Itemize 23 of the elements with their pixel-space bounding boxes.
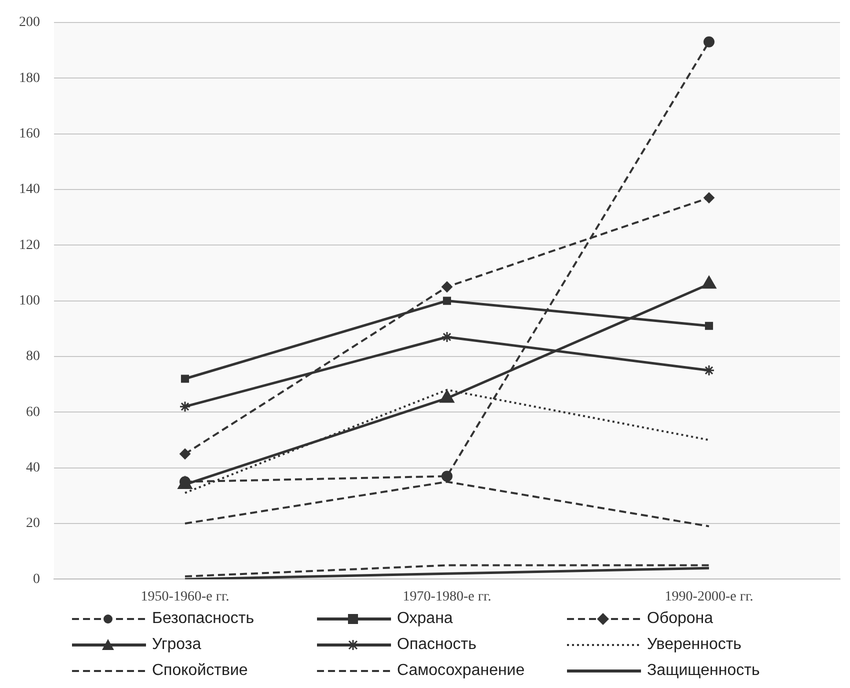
legend-label: Опасность	[397, 636, 476, 654]
y-tick-label: 160	[19, 126, 40, 142]
legend-label: Уверенность	[647, 636, 742, 654]
y-tick-label: 120	[19, 238, 40, 253]
x-tick-label: 1950-1960-е гг.	[140, 589, 230, 604]
legend-label: Защищенность	[647, 662, 760, 680]
y-tick-label: 200	[19, 15, 40, 30]
y-tick-label: 60	[26, 404, 40, 420]
legend-label: Спокойствие	[152, 662, 248, 680]
legend-label: Оборона	[647, 610, 714, 628]
y-tick-label: 80	[26, 349, 40, 364]
legend-label: Самосохранение	[397, 662, 525, 680]
legend-label: Безопасность	[152, 610, 254, 628]
y-tick-label: 140	[19, 182, 40, 198]
y-tick-label: 20	[26, 516, 40, 532]
y-tick-label: 100	[19, 293, 40, 308]
x-tick-label: 1990-2000-е гг.	[664, 589, 754, 604]
legend-label: Охрана	[397, 610, 453, 628]
legend-label: Угроза	[152, 636, 202, 654]
y-tick-label: 180	[19, 70, 40, 86]
y-tick-label: 40	[26, 460, 40, 476]
y-tick-label: 0	[33, 572, 40, 587]
x-tick-label: 1970-1980-е гг.	[402, 589, 492, 604]
